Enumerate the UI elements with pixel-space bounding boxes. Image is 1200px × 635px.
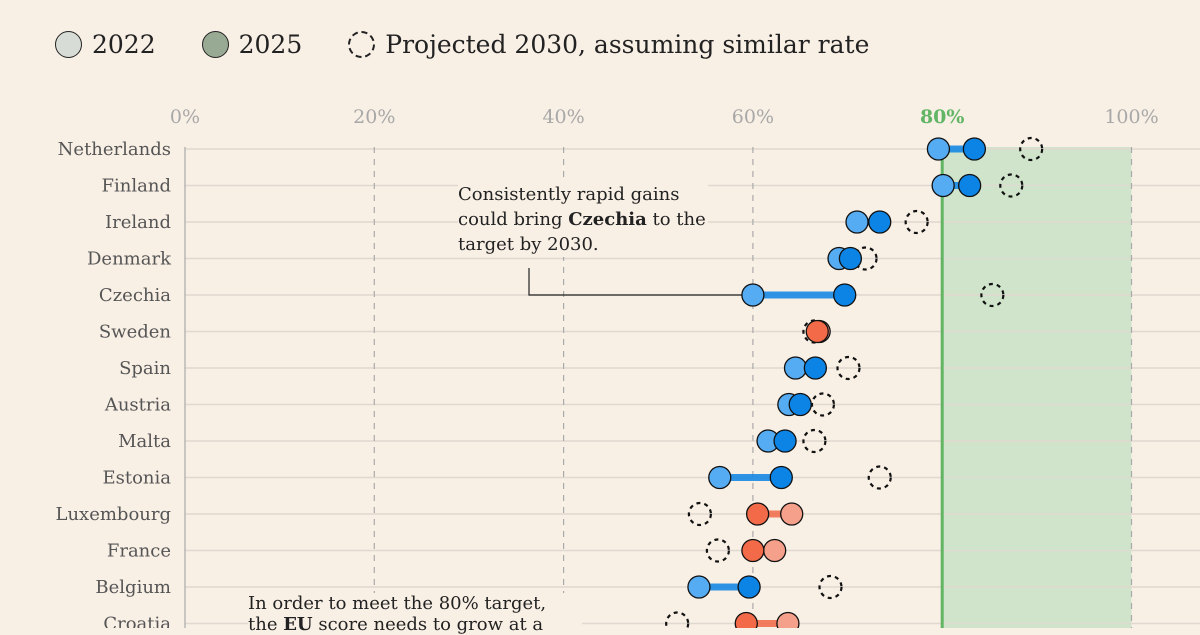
point-2025 [803,356,828,380]
point-2022 [845,210,869,234]
country-label: Luxembourg [56,504,172,525]
projected-2030-point [810,392,836,417]
target-zone [942,147,1132,628]
annotation-bold: EU [283,614,313,635]
legend-swatch-projected [348,31,376,58]
point-2022 [763,538,787,563]
annotation-bold: Czechia [568,209,647,230]
country-label: Netherlands [58,139,171,160]
projected-2030-point [705,538,730,563]
point-2022 [741,283,765,307]
annotation-text: Consistently rapid gains could bring [458,184,680,230]
point-2025 [769,465,793,490]
country-label: Austria [104,395,171,416]
x-tick-label: 40% [542,106,584,128]
country-label: France [107,541,171,562]
legend-label: Projected 2030, assuming similar rate [385,30,870,59]
point-2022 [783,356,808,380]
legend-swatch-2022 [55,31,82,58]
projected-2030-point [818,574,843,600]
point-2025 [737,575,761,599]
annotation-leader-line [528,268,753,296]
point-2025 [745,502,770,526]
legend: 2022 2025 Projected 2030, assuming simil… [55,30,915,59]
point-2025 [868,210,892,234]
legend-label: 2022 [92,30,156,59]
point-2022 [776,611,800,628]
country-label: Finland [102,176,171,197]
projected-2030-point [687,501,712,527]
country-label: Belgium [95,577,171,598]
projected-2030-point [836,355,861,381]
point-2025 [962,137,987,161]
country-label: Spain [119,358,171,379]
annotation-text: In order to meet the 80% target, [248,593,547,614]
point-2025 [734,611,758,628]
x-tick-label: 0% [170,106,200,128]
annotation-text: to the target by 2030. [458,209,706,255]
point-2022 [687,575,711,599]
x-tick-label: 20% [353,106,395,128]
point-2025 [788,392,812,417]
x-tick-label: 80% [920,106,965,128]
country-label: Denmark [87,249,172,270]
point-2022 [926,137,951,161]
projected-2030-point [802,428,827,454]
country-label: Sweden [99,322,172,343]
czechia-annotation: Consistently rapid gains could bring Cze… [458,182,708,257]
country-label: Estonia [102,468,171,489]
eu-annotation: In order to meet the 80% target, the EU … [248,593,582,635]
legend-label: 2025 [238,30,303,59]
projected-2030-point [980,282,1005,308]
projected-2030-point [665,611,690,628]
x-tick-label: 100% [1104,106,1158,128]
projected-2030-point [904,209,929,235]
point-2025 [773,429,797,453]
country-label: Croatia [103,614,171,629]
point-2025 [833,283,857,307]
legend-item-2025: 2025 [201,30,303,59]
point-2022 [931,173,955,198]
annotation-text: score needs to grow at a [312,614,544,635]
point-2025 [957,173,982,198]
point-2025 [805,319,829,344]
point-2022 [708,465,732,490]
country-label: Malta [118,431,171,452]
point-2025 [838,246,863,271]
country-label: Ireland [105,212,171,233]
country-label: Czechia [99,285,171,306]
projected-2030-point [1019,136,1044,162]
legend-item-projected: Projected 2030, assuming similar rate [348,30,869,59]
legend-swatch-2025 [201,31,229,58]
projected-2030-point [999,173,1024,198]
projected-2030-point [867,465,892,490]
point-2025 [741,538,765,563]
legend-item-2022: 2022 [55,30,156,59]
annotation-text: the [248,614,284,635]
point-2022 [780,502,804,526]
x-tick-label: 60% [732,106,774,128]
